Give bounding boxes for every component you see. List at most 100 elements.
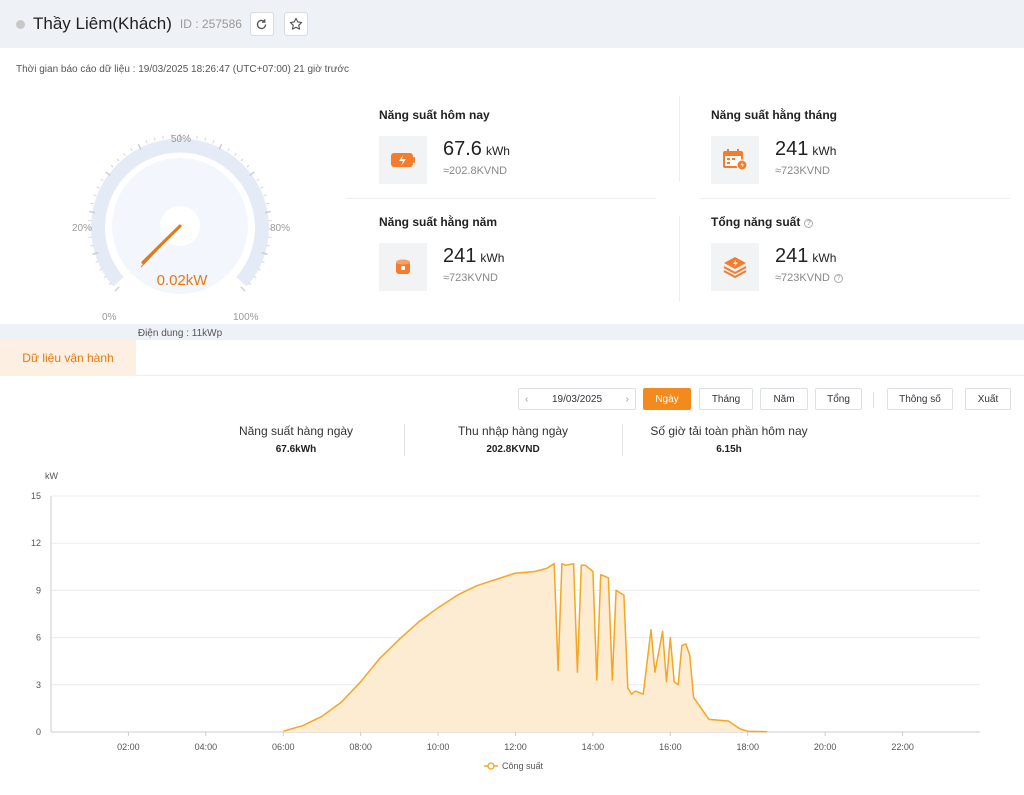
gauge-tick xyxy=(212,140,215,144)
period-total-button[interactable]: Tổng xyxy=(815,388,862,410)
gauge-tick xyxy=(256,178,260,182)
stat-month-money: ≈723KVND xyxy=(775,165,830,177)
date-value[interactable]: 19/03/2025 xyxy=(551,393,603,405)
overview-panel: Thời gian báo cáo dữ liệu : 19/03/2025 1… xyxy=(0,48,1024,339)
period-day-button[interactable]: Ngày xyxy=(643,388,691,410)
next-date-icon[interactable]: › xyxy=(625,393,629,405)
x-tick-label: 10:00 xyxy=(427,742,450,752)
stat-month-unit: kWh xyxy=(812,144,837,158)
x-tick-label: 20:00 xyxy=(814,742,837,752)
gauge-tick xyxy=(137,143,142,150)
station-header: Thầy Liêm(Khách) ID : 257586 xyxy=(0,0,1024,48)
gauge-tick xyxy=(257,268,261,271)
gauge-tick xyxy=(108,282,112,285)
gauge-label-0: 0% xyxy=(102,312,117,323)
stat-year-title: Năng suất hằng năm xyxy=(379,215,498,229)
gauge-tick xyxy=(153,137,156,141)
gauge-tick xyxy=(263,194,267,197)
star-icon xyxy=(289,17,303,30)
gauge-tick xyxy=(162,135,164,139)
help-icon[interactable]: ? xyxy=(833,274,843,283)
y-tick-label: 3 xyxy=(36,680,41,690)
toolbar-separator xyxy=(873,392,874,408)
gauge-tick xyxy=(89,210,96,214)
stat-divider xyxy=(679,216,680,302)
stat-month-value: 241 kWh xyxy=(775,138,836,161)
stat-month: Năng suất hằng tháng 241 kWh ≈723KVND xyxy=(711,108,971,198)
y-tick-label: 15 xyxy=(31,491,41,501)
stat-month-number: 241 xyxy=(775,138,809,160)
power-chart: kW 0 3 6 9 12 15 02:00 04:00 06:00 08:00 10:00 12:00… xyxy=(31,471,980,771)
series-area xyxy=(283,563,768,732)
export-button[interactable]: Xuất xyxy=(965,388,1011,410)
gauge-tick xyxy=(92,251,99,256)
stat-month-title: Năng suất hằng tháng xyxy=(711,108,837,122)
gauge-capacity: Điện dung : 11kWp xyxy=(137,328,223,339)
stat-total-title: Tổng năng suất? xyxy=(711,215,971,229)
gauge-label-80: 80% xyxy=(270,223,291,234)
gauge-dial xyxy=(88,134,272,294)
gauge-tick xyxy=(90,202,94,205)
x-tick-label: 18:00 xyxy=(736,742,759,752)
period-month-button[interactable]: Tháng xyxy=(699,388,753,410)
cylinder-icon xyxy=(396,259,410,274)
refresh-button[interactable] xyxy=(249,12,274,36)
summary-label: Thu nhập hàng ngày xyxy=(457,424,569,438)
stat-divider xyxy=(700,198,1010,199)
x-tick-label: 16:00 xyxy=(659,742,682,752)
favorite-button[interactable] xyxy=(283,12,308,36)
gauge-tick xyxy=(93,194,97,197)
summary-daily-income: Thu nhập hàng ngày 202.8KVND xyxy=(433,424,593,455)
y-axis-label: kW xyxy=(45,471,59,481)
stat-year-money: ≈723KVND xyxy=(443,272,498,284)
series-line xyxy=(283,562,768,733)
stat-today-title: Năng suất hôm nay xyxy=(379,108,490,122)
gauge-tick xyxy=(253,275,257,279)
gauge-tick xyxy=(218,143,223,150)
gauge-value: 0.02kW xyxy=(156,272,208,289)
summary-value: 6.15h xyxy=(716,444,742,455)
parameters-button[interactable]: Thông số xyxy=(887,388,953,410)
tab-operations-data[interactable]: Dữ liệu vận hành xyxy=(0,340,136,376)
gauge-tick xyxy=(248,282,252,285)
gauge-tick xyxy=(204,137,207,141)
period-year-button[interactable]: Năm xyxy=(760,388,808,410)
gauge-tick xyxy=(261,260,265,263)
y-tick-label: 12 xyxy=(31,538,41,548)
summary-label: Năng suất hàng ngày xyxy=(238,424,354,438)
y-tick-label: 6 xyxy=(36,633,41,643)
stat-year-value: 241 kWh xyxy=(443,245,504,268)
gauge-label-50: 50% xyxy=(171,134,192,145)
gauge-tick xyxy=(123,153,126,156)
stat-year-unit: kWh xyxy=(480,251,505,265)
gauge-label-100: 100% xyxy=(233,312,259,323)
stat-total-value: 241 kWh xyxy=(775,245,836,268)
x-tick-label: 04:00 xyxy=(195,742,218,752)
stat-divider xyxy=(679,96,680,182)
gauge-tick xyxy=(95,260,99,263)
help-icon[interactable]: ? xyxy=(804,219,814,228)
stat-year: Năng suất hằng năm 241 kWh ≈723KVND xyxy=(379,215,639,305)
stat-today: Năng suất hôm nay 67.6 kWh ≈202.8KVND xyxy=(379,108,639,198)
stat-total: Tổng năng suất? 241 kWh ≈723KVND? xyxy=(711,215,971,305)
prev-date-icon[interactable]: ‹ xyxy=(525,393,529,405)
x-tick-label: 12:00 xyxy=(504,742,527,752)
gauge-tick xyxy=(249,171,255,177)
summary-daily-yield: Năng suất hàng ngày 67.6kWh xyxy=(216,424,376,455)
gauge-tick xyxy=(116,158,120,162)
stat-today-number: 67.6 xyxy=(443,138,482,160)
gauge-tick xyxy=(130,148,133,152)
legend-marker xyxy=(487,762,495,770)
calendar-icon xyxy=(723,149,748,171)
stat-total-money: ≈723KVND? xyxy=(775,272,843,284)
battery-icon xyxy=(391,153,415,167)
date-picker[interactable]: ‹ 19/03/2025 › xyxy=(518,388,636,410)
x-tick-label: 22:00 xyxy=(891,742,914,752)
stat-today-unit: kWh xyxy=(485,144,510,158)
summary-value: 67.6kWh xyxy=(275,444,317,455)
stat-total-money-text: ≈723KVND xyxy=(775,272,830,284)
stat-today-money: ≈202.8KVND xyxy=(443,165,508,177)
summary-label: Số giờ tải toàn phần hôm nay xyxy=(650,424,808,438)
stat-total-unit: kWh xyxy=(812,251,837,265)
stat-month-icon-box xyxy=(711,136,759,184)
